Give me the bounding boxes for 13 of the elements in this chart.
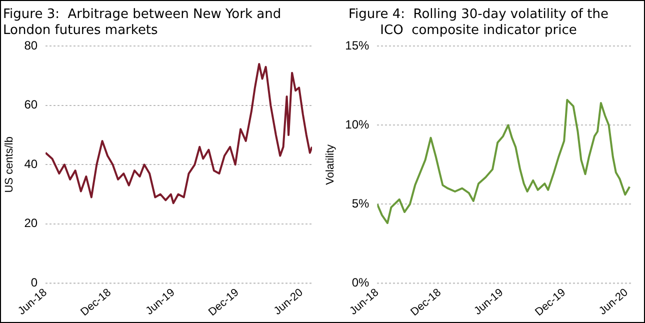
y-tick-label: 60 [24, 98, 38, 112]
y-tick-label: 0% [352, 275, 370, 290]
y-tick-label: 15% [345, 38, 370, 53]
y-tick-label: 40 [24, 156, 38, 171]
y-axis-title: Volatility [324, 144, 337, 185]
chart-title: Figure 3: Arbitrage between New York and London futures markets [3, 7, 282, 38]
y-axis-title: US cents/lb [4, 136, 16, 193]
y-tick-label: 0 [30, 275, 38, 290]
chart-title: Figure 4: Rolling 30-day volatility of the ICO composite indicator price [348, 7, 608, 38]
y-tick-label: 20 [24, 216, 38, 230]
y-tick-label: 10% [345, 117, 370, 132]
y-tick-label: 80 [24, 38, 38, 53]
y-tick-label: 5% [352, 196, 370, 210]
